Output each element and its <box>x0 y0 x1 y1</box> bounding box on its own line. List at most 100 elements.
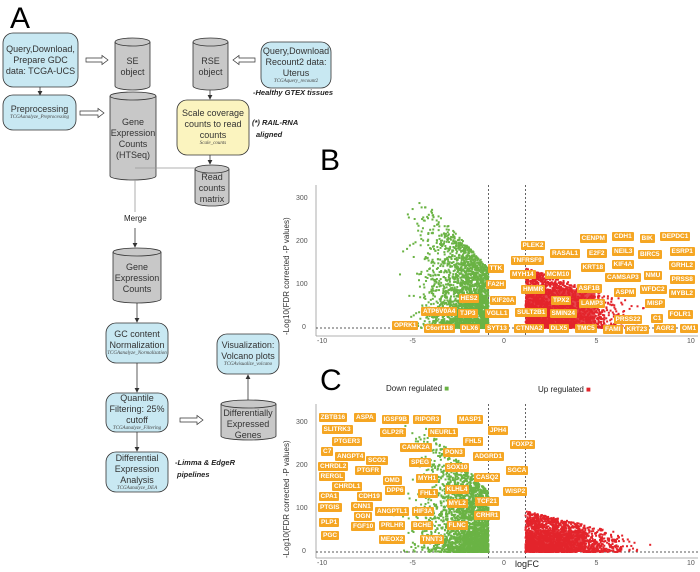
down-point <box>458 318 461 321</box>
down-point <box>460 269 463 272</box>
down-point <box>480 321 483 324</box>
hollow-arrow <box>79 107 105 119</box>
down-point <box>449 301 452 304</box>
up-point <box>553 283 556 286</box>
down-point <box>439 239 442 242</box>
down-point <box>480 293 483 296</box>
down-point <box>487 301 490 304</box>
down-point <box>422 296 425 299</box>
down-point <box>443 299 446 302</box>
down-point <box>458 320 461 323</box>
up-point <box>602 309 605 312</box>
down-point <box>479 258 482 261</box>
down-point <box>483 321 486 324</box>
down-point <box>487 272 490 275</box>
down-point <box>472 278 475 281</box>
down-point <box>426 215 429 218</box>
down-point <box>443 253 446 256</box>
down-point <box>449 288 452 291</box>
down-point <box>463 276 466 279</box>
down-point <box>453 258 456 261</box>
down-point <box>461 253 464 256</box>
up-point <box>532 283 535 286</box>
down-point <box>464 251 467 254</box>
up-point <box>605 317 608 320</box>
down-point <box>440 234 443 237</box>
down-point <box>482 263 485 266</box>
down-point <box>463 267 466 270</box>
down-point <box>454 303 457 306</box>
down-point <box>472 258 475 261</box>
down-point <box>482 317 485 320</box>
down-point <box>431 322 434 325</box>
down-point <box>443 262 446 265</box>
down-point <box>469 269 472 272</box>
down-point <box>482 284 485 287</box>
down-point <box>454 322 457 325</box>
down-point <box>452 293 455 296</box>
up-point <box>535 271 538 274</box>
up-point <box>573 285 576 288</box>
down-point <box>446 247 449 250</box>
up-point <box>560 288 563 291</box>
down-point <box>451 317 454 320</box>
down-point <box>431 218 434 221</box>
down-point <box>457 306 460 309</box>
up-point <box>532 279 535 282</box>
down-point <box>452 229 455 232</box>
down-point <box>460 250 463 253</box>
up-point <box>615 310 618 313</box>
down-point <box>475 282 478 285</box>
down-point <box>483 324 486 327</box>
down-point <box>483 312 486 315</box>
down-point <box>468 304 471 307</box>
up-point <box>609 319 612 322</box>
down-point <box>478 306 481 309</box>
up-point <box>567 281 570 284</box>
down-point <box>441 305 444 308</box>
down-point <box>455 242 458 245</box>
down-point <box>464 306 467 309</box>
down-point <box>448 270 451 273</box>
down-point <box>482 314 485 317</box>
down-point <box>458 243 461 246</box>
down-point <box>446 238 449 241</box>
down-point <box>456 285 459 288</box>
down-point <box>484 276 487 279</box>
down-point <box>457 274 460 277</box>
down-point <box>435 219 438 222</box>
down-point <box>447 282 450 285</box>
down-point <box>459 247 462 250</box>
down-point <box>448 279 451 282</box>
down-point <box>440 295 443 298</box>
down-point <box>447 320 450 323</box>
down-point <box>460 306 463 309</box>
down-point <box>433 322 436 325</box>
down-point <box>457 281 460 284</box>
down-point <box>475 316 478 319</box>
down-point <box>475 266 478 269</box>
down-point <box>474 321 477 324</box>
down-point <box>446 225 449 228</box>
down-point <box>469 285 472 288</box>
down-point <box>446 303 449 306</box>
up-point <box>555 282 558 285</box>
down-point <box>458 245 461 248</box>
up-point <box>610 297 613 300</box>
down-point <box>441 260 444 263</box>
down-point <box>469 259 472 262</box>
down-point <box>452 305 455 308</box>
down-point <box>462 292 465 295</box>
down-point <box>482 326 485 329</box>
up-point <box>601 311 604 314</box>
down-point <box>423 320 426 323</box>
up-point <box>548 283 551 286</box>
down-point <box>437 318 440 321</box>
up-point <box>541 274 544 277</box>
up-point <box>597 291 600 294</box>
down-point <box>478 321 481 324</box>
up-point <box>551 277 554 280</box>
down-point <box>431 232 434 235</box>
down-point <box>484 273 487 276</box>
